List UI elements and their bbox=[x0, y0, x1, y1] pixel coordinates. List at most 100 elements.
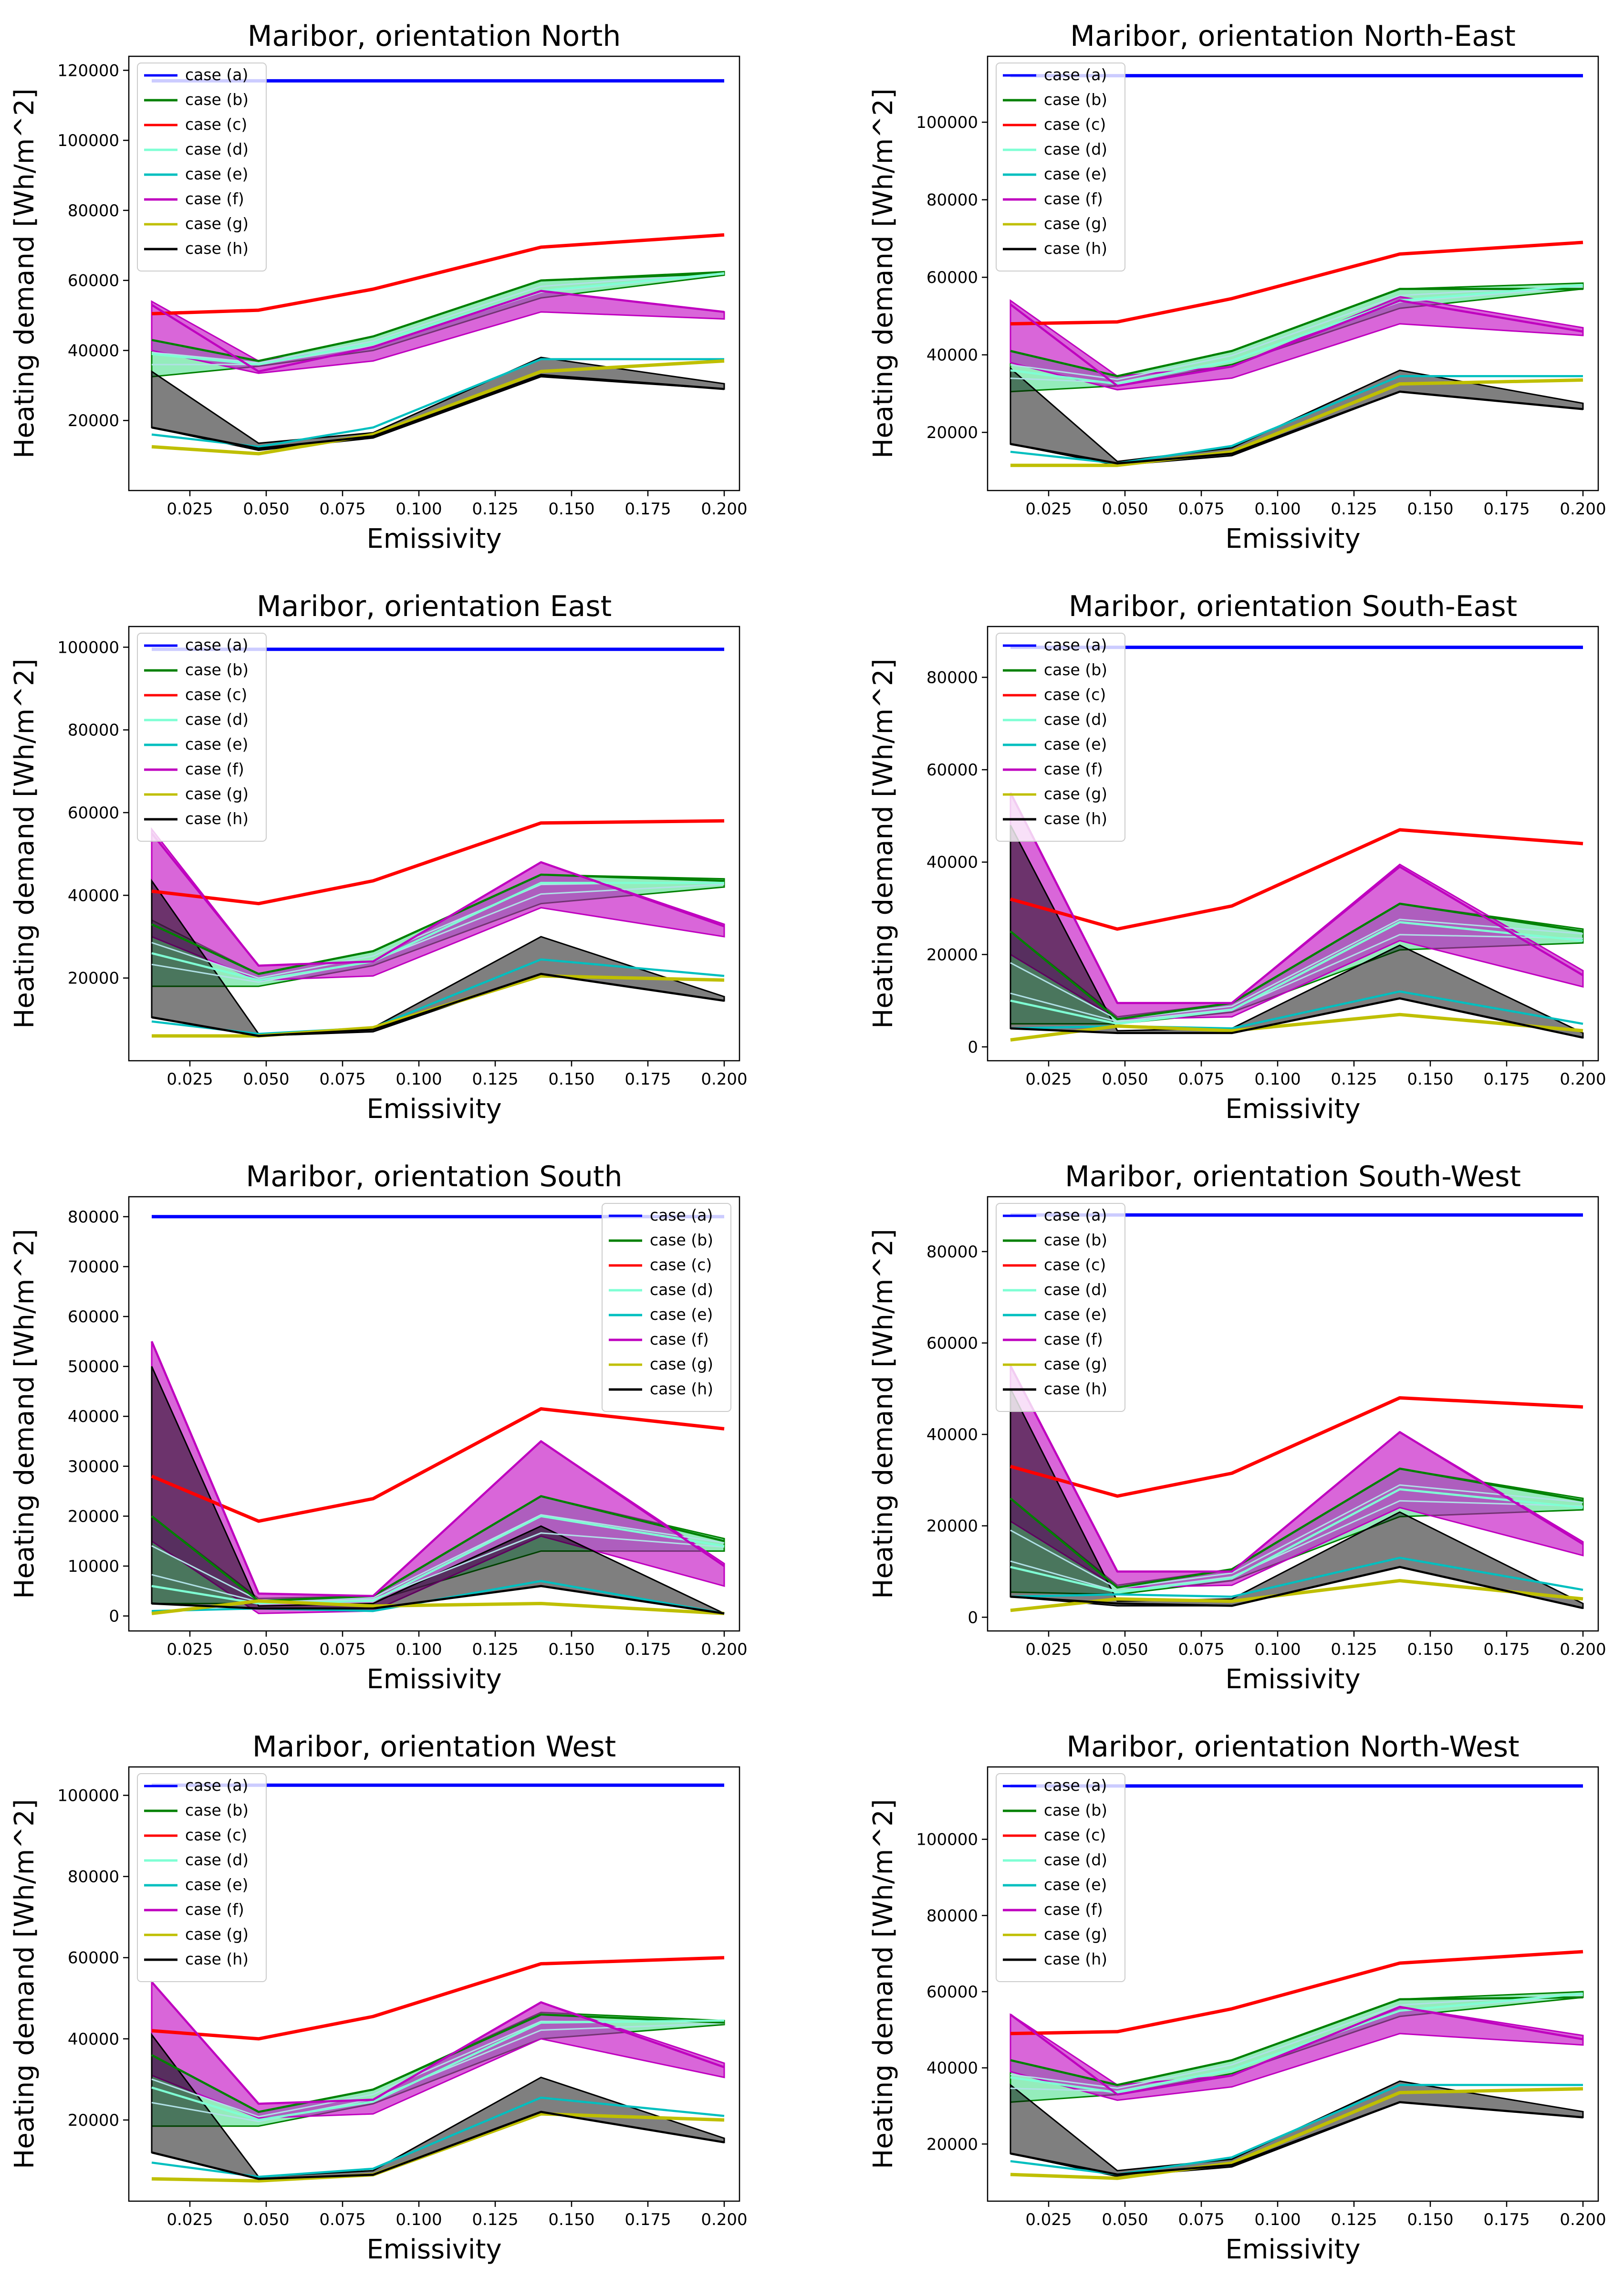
series-line-case-e bbox=[1010, 375, 1583, 465]
series-line-case-d bbox=[1010, 1992, 1583, 2094]
series-line-case-c bbox=[151, 1956, 725, 2041]
x-tick-label: 0.125 bbox=[472, 500, 518, 519]
legend-label: case (g) bbox=[185, 784, 249, 803]
x-tick-label: 0.025 bbox=[1025, 500, 1072, 519]
legend-label: case (d) bbox=[1044, 1850, 1107, 1869]
x-tick-label: 0.200 bbox=[1560, 2210, 1606, 2229]
series-line-case-g bbox=[1010, 2087, 1583, 2180]
x-tick-label: 0.175 bbox=[625, 2210, 671, 2229]
axes-frame bbox=[987, 1196, 1599, 1632]
x-tick-label: 0.025 bbox=[167, 1640, 213, 1659]
legend-label: case (e) bbox=[1044, 1875, 1107, 1894]
series-line-case-b bbox=[151, 272, 725, 362]
series-line-case-c bbox=[1010, 828, 1583, 931]
x-tick-label: 0.025 bbox=[167, 2210, 213, 2229]
x-tick-label: 0.175 bbox=[1483, 2210, 1530, 2229]
series-line-case-e bbox=[1010, 2084, 1583, 2176]
x-tick-label: 0.200 bbox=[701, 1640, 747, 1659]
y-tick-label: 100000 bbox=[57, 1787, 119, 1806]
legend-label: case (b) bbox=[650, 1231, 713, 1249]
series-line-case-h bbox=[1010, 1566, 1583, 1609]
x-tick-label: 0.025 bbox=[167, 500, 213, 519]
y-tick-label: 60000 bbox=[68, 272, 119, 291]
inner-line-2 bbox=[151, 1514, 725, 1601]
legend-box bbox=[602, 1203, 731, 1412]
y-tick-label: 80000 bbox=[927, 191, 978, 210]
x-tick-label: 0.125 bbox=[1331, 500, 1377, 519]
legend-label: case (d) bbox=[185, 1850, 249, 1869]
legend-label: case (a) bbox=[650, 1206, 713, 1224]
legend: case (a) case (b) case (c) case (d) case (e)… bbox=[602, 1203, 731, 1412]
chart-title: Maribor, orientation North-East bbox=[1070, 20, 1516, 53]
x-tick-label: 0.075 bbox=[319, 1640, 365, 1659]
chart-panel-1: 0.025 0.050 0.075 0.100 0.125 0.150 0.175 0.200… bbox=[9, 20, 748, 554]
series-line-case-c bbox=[1010, 1396, 1583, 1498]
legend-label: case (h) bbox=[185, 1950, 249, 1968]
legend-label: case (c) bbox=[185, 1826, 247, 1844]
y-tick-label: 40000 bbox=[927, 2059, 978, 2078]
x-tick-label: 0.050 bbox=[243, 2210, 289, 2229]
series-line-case-d bbox=[151, 2019, 725, 2121]
legend-label: case (a) bbox=[1044, 1776, 1107, 1795]
y-tick-label: 80000 bbox=[68, 721, 119, 740]
x-axis-label: Emissivity bbox=[366, 523, 501, 554]
legend-label: case (c) bbox=[1044, 1255, 1106, 1274]
x-tick-label: 0.150 bbox=[1407, 2210, 1453, 2229]
chart-panel-4: 0.025 0.050 0.075 0.100 0.125 0.150 0.175 0.200… bbox=[868, 590, 1606, 1125]
inner-line-2 bbox=[151, 272, 725, 364]
legend-label: case (h) bbox=[1044, 809, 1107, 828]
y-tick-label: 50000 bbox=[68, 1358, 119, 1377]
chart-title: Maribor, orientation North-West bbox=[1066, 1730, 1519, 1764]
legend-label: case (c) bbox=[185, 685, 247, 704]
y-tick-label: 80000 bbox=[927, 1906, 978, 1925]
legend-label: case (g) bbox=[1044, 784, 1107, 803]
legend-label: case (e) bbox=[185, 735, 248, 753]
legend-box bbox=[996, 63, 1125, 272]
series-line-case-d bbox=[1010, 284, 1583, 385]
y-axis-label: Heating demand [Wh/m^2] bbox=[868, 1229, 899, 1598]
y-tick-label: 40000 bbox=[68, 1407, 119, 1426]
legend-label: case (d) bbox=[650, 1280, 713, 1299]
x-tick-label: 0.100 bbox=[396, 2210, 442, 2229]
x-tick-label: 0.100 bbox=[396, 1070, 442, 1089]
y-axis-label: Heating demand [Wh/m^2] bbox=[9, 1799, 40, 2169]
x-tick-label: 0.100 bbox=[1254, 500, 1301, 519]
x-tick-label: 0.100 bbox=[1254, 2210, 1301, 2229]
x-axis-label: Emissivity bbox=[366, 1094, 501, 1125]
x-axis-label: Emissivity bbox=[1225, 2234, 1360, 2265]
x-tick-label: 0.175 bbox=[625, 500, 671, 519]
y-axis-label: Heating demand [Wh/m^2] bbox=[868, 88, 899, 458]
legend-label: case (g) bbox=[1044, 1925, 1107, 1943]
y-tick-label: 80000 bbox=[927, 1243, 978, 1262]
y-tick-label: 100000 bbox=[57, 131, 119, 150]
axes-frame bbox=[987, 55, 1599, 491]
series-line-case-d bbox=[1010, 921, 1583, 1025]
legend-label: case (e) bbox=[185, 165, 248, 183]
legend-label: case (a) bbox=[1044, 1206, 1107, 1224]
y-tick-label: 80000 bbox=[68, 1868, 119, 1887]
chart-title: Maribor, orientation South-East bbox=[1069, 590, 1517, 623]
y-tick-label: 80000 bbox=[68, 1208, 119, 1227]
chart-panel-7: 0.025 0.050 0.075 0.100 0.125 0.150 0.175 0.200… bbox=[9, 1730, 748, 2265]
legend-label: case (b) bbox=[1044, 660, 1107, 679]
y-tick-label: 20000 bbox=[927, 945, 978, 964]
legend-label: case (f) bbox=[185, 189, 244, 208]
series-line-case-c bbox=[1010, 1950, 1583, 2036]
inner-line-2 bbox=[1010, 1484, 1583, 1589]
legend-label: case (f) bbox=[185, 760, 244, 778]
plot-area bbox=[151, 1783, 725, 2183]
legend: case (a) case (b) case (c) case (d) case (e)… bbox=[137, 1773, 267, 1982]
x-tick-label: 0.200 bbox=[701, 500, 747, 519]
series-line-case-c bbox=[1010, 240, 1583, 326]
y-tick-label: 80000 bbox=[927, 668, 978, 687]
y-tick-label: 40000 bbox=[927, 1425, 978, 1444]
series-line-case-f bbox=[1010, 299, 1583, 387]
legend-label: case (f) bbox=[1044, 1330, 1103, 1348]
legend-label: case (e) bbox=[185, 1875, 248, 1894]
x-tick-label: 0.025 bbox=[167, 1070, 213, 1089]
x-tick-label: 0.050 bbox=[1102, 1070, 1148, 1089]
legend-label: case (a) bbox=[185, 636, 248, 654]
x-tick-label: 0.150 bbox=[1407, 1640, 1453, 1659]
plot-area bbox=[151, 79, 725, 456]
y-tick-label: 40000 bbox=[927, 853, 978, 872]
